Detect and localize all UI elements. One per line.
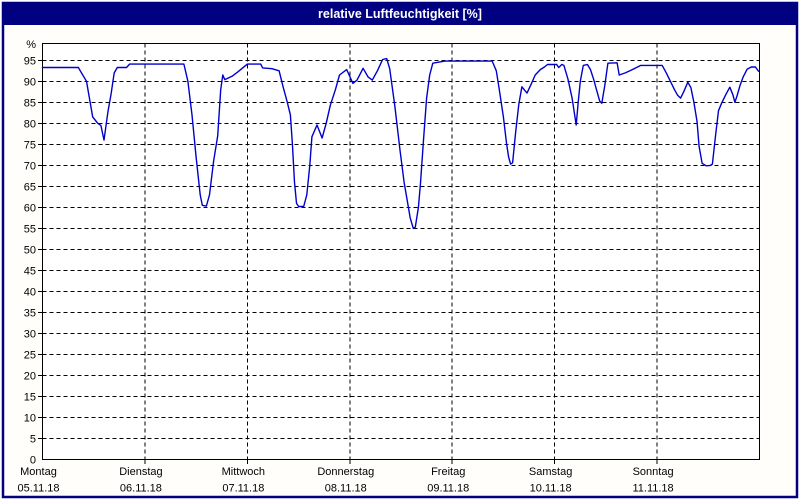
window-title: relative Luftfeuchtigkeit [%] bbox=[318, 7, 482, 21]
y-tick-label-20: 20 bbox=[24, 370, 36, 382]
date-label-freitag: 09.11.18 bbox=[427, 483, 469, 495]
day-label-mittwoch: Mittwoch bbox=[222, 466, 265, 478]
y-tick-label-65: 65 bbox=[24, 181, 36, 193]
date-label-donnerstag: 08.11.18 bbox=[325, 483, 367, 495]
day-label-sonntag: Sonntag bbox=[633, 466, 674, 478]
y-tick-label-70: 70 bbox=[24, 160, 36, 172]
date-label-sonntag: 11.11.18 bbox=[632, 483, 673, 495]
date-label-montag: 05.11.18 bbox=[17, 483, 59, 495]
y-tick-label-50: 50 bbox=[24, 244, 36, 256]
y-tick-label-60: 60 bbox=[24, 202, 36, 214]
y-tick-label-0: 0 bbox=[30, 455, 36, 467]
y-tick-label-25: 25 bbox=[24, 349, 36, 361]
plot-border bbox=[42, 43, 760, 460]
humidity-line bbox=[41, 57, 760, 230]
y-tick-label-80: 80 bbox=[24, 118, 36, 130]
y-tick-label-75: 75 bbox=[24, 139, 36, 151]
axis-ticks bbox=[38, 59, 658, 464]
axis-labels: 0 5 10 15 20 25 30 35 40 45 50 55 60 65 70 75 80 85 90 95% M… bbox=[17, 39, 673, 495]
humidity-line-series bbox=[41, 57, 760, 230]
y-tick-label-5: 5 bbox=[30, 433, 36, 445]
y-tick-label-40: 40 bbox=[24, 286, 36, 298]
date-label-dienstag: 06.11.18 bbox=[120, 483, 162, 495]
window-title-bar bbox=[2, 2, 798, 25]
day-label-donnerstag: Donnerstag bbox=[317, 466, 374, 478]
day-label-samstag: Samstag bbox=[529, 466, 572, 478]
plot-background bbox=[42, 43, 760, 460]
date-label-mittwoch: 07.11.18 bbox=[222, 483, 264, 495]
y-tick-label-15: 15 bbox=[24, 391, 36, 403]
y-tick-label-30: 30 bbox=[24, 328, 36, 340]
day-label-montag: Montag bbox=[20, 466, 57, 478]
y-tick-label-10: 10 bbox=[24, 412, 36, 424]
date-label-samstag: 10.11.18 bbox=[530, 483, 572, 495]
y-tick-label-85: 85 bbox=[24, 97, 36, 109]
y-tick-label-35: 35 bbox=[24, 307, 36, 319]
y-tick-label-55: 55 bbox=[24, 223, 36, 235]
grid-lines bbox=[42, 43, 760, 460]
y-tick-label-95: 95 bbox=[24, 55, 36, 67]
y-tick-label-90: 90 bbox=[24, 76, 36, 88]
day-label-dienstag: Dienstag bbox=[119, 466, 162, 478]
y-tick-label-45: 45 bbox=[24, 265, 36, 277]
y-axis-unit-label: % bbox=[26, 39, 36, 51]
day-label-freitag: Freitag bbox=[431, 466, 465, 478]
